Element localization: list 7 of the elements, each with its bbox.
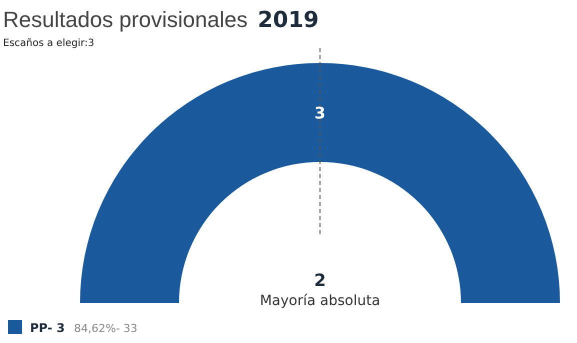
chart-title: Resultados provisionales 2019 xyxy=(3,7,319,33)
text: 2 xyxy=(314,271,326,291)
text: Mayoría absoluta xyxy=(260,293,380,309)
data-label: 3 xyxy=(314,104,326,122)
chart-subtitle: Escaños a elegir:3 xyxy=(3,38,94,49)
legend-label: PP- 3 xyxy=(30,321,65,335)
text: 84,62%- 33 xyxy=(74,322,138,335)
